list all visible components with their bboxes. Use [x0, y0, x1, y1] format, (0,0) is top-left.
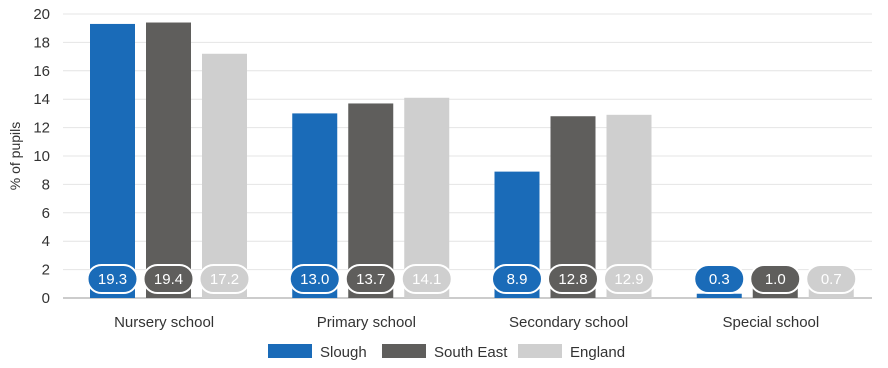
- data-label-pill: [749, 264, 802, 294]
- legend-label: England: [570, 344, 625, 361]
- legend-label: South East: [434, 344, 508, 361]
- y-tick-label: 2: [42, 262, 50, 279]
- x-tick-label: Primary school: [317, 314, 416, 331]
- x-tick-label: Secondary school: [509, 314, 628, 331]
- bar: [202, 53, 247, 299]
- legend-swatch: [518, 344, 562, 358]
- data-label: 12.8: [558, 271, 587, 288]
- data-label-pill: [288, 264, 341, 294]
- bar: [146, 22, 191, 299]
- data-label-pill: [491, 264, 543, 294]
- legend-swatch: [382, 344, 426, 358]
- legend-swatch: [268, 344, 312, 358]
- bar: [696, 293, 742, 298]
- data-label: 8.9: [507, 271, 528, 288]
- y-tick-label: 16: [33, 63, 50, 80]
- y-tick-label: 8: [42, 176, 50, 193]
- data-label-pill: [547, 264, 599, 294]
- y-tick-label: 4: [42, 233, 50, 250]
- data-label-pill: [805, 264, 858, 294]
- y-tick-label: 10: [33, 148, 50, 165]
- legend-label: Slough: [320, 344, 367, 361]
- y-axis-title: % of pupils: [7, 122, 23, 190]
- data-label-pill: [344, 264, 397, 294]
- y-tick-label: 14: [33, 91, 50, 108]
- data-label-pill: [142, 264, 195, 294]
- data-label: 17.2: [210, 271, 239, 288]
- data-label: 0.3: [709, 271, 730, 288]
- y-tick-label: 12: [33, 120, 50, 137]
- data-label-pill: [400, 264, 453, 294]
- data-label: 12.9: [614, 271, 643, 288]
- y-tick-label: 18: [33, 34, 50, 51]
- data-label: 13.7: [356, 271, 385, 288]
- x-tick-label: Nursery school: [114, 314, 214, 331]
- data-label-pill: [86, 264, 139, 294]
- data-label: 19.4: [154, 271, 183, 288]
- data-label-pill: [603, 264, 655, 294]
- data-label: 0.7: [821, 271, 842, 288]
- data-label: 14.1: [412, 271, 441, 288]
- data-label: 1.0: [765, 271, 786, 288]
- data-label: 13.0: [300, 271, 329, 288]
- y-tick-label: 6: [42, 205, 50, 222]
- bar: [90, 23, 135, 298]
- y-tick-label: 20: [33, 6, 50, 23]
- data-label-pill: [693, 264, 746, 294]
- data-label-pill: [198, 264, 251, 294]
- y-tick-label: 0: [42, 290, 50, 307]
- x-tick-label: Special school: [723, 314, 820, 331]
- data-label: 19.3: [98, 271, 127, 288]
